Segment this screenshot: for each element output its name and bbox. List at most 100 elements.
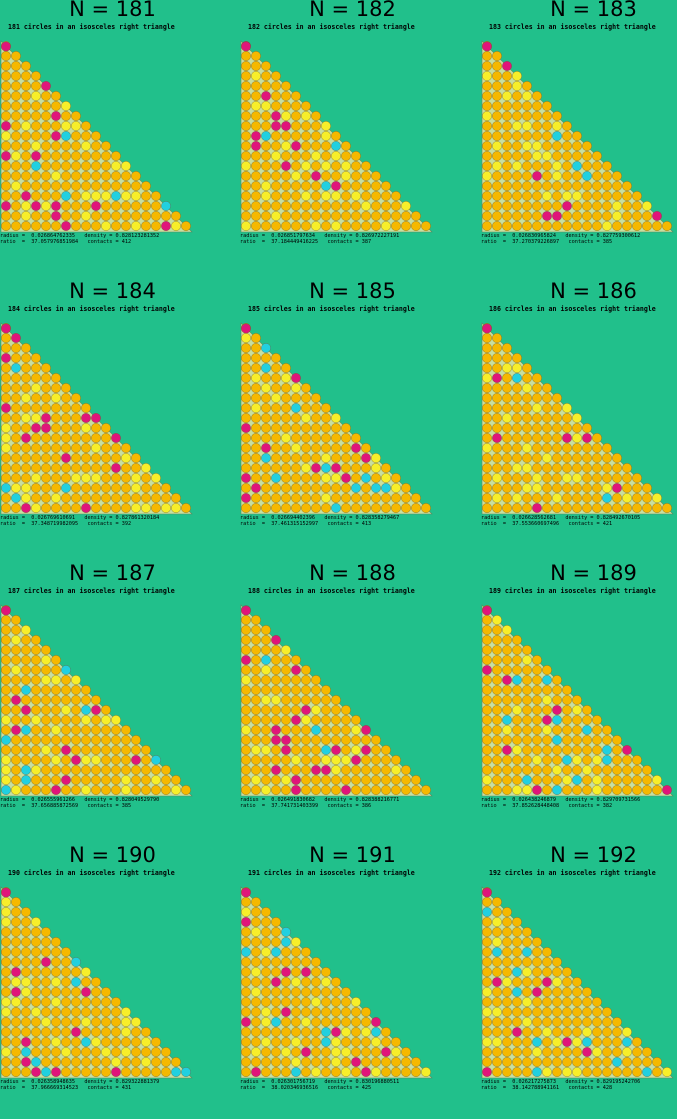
packing-circle xyxy=(542,191,552,201)
packing-circle xyxy=(321,403,331,413)
packing-circle xyxy=(121,745,131,755)
packing-circle xyxy=(512,211,522,221)
packing-circle xyxy=(522,1057,532,1067)
packing-circle xyxy=(91,161,101,171)
packing-circle xyxy=(532,181,542,191)
packing-circle xyxy=(111,433,121,443)
packing-circle xyxy=(261,131,271,141)
packing-circle xyxy=(482,433,492,443)
packing-circle xyxy=(71,745,81,755)
packing-circle xyxy=(482,635,492,645)
packing-circle xyxy=(41,1037,51,1047)
packing-circle xyxy=(482,343,492,353)
packing-circle xyxy=(301,785,311,795)
packing-circle xyxy=(41,685,51,695)
packing-circle xyxy=(562,463,572,473)
packing-circle xyxy=(71,1027,81,1037)
packing-circle xyxy=(512,383,522,393)
packing-circle xyxy=(552,171,562,181)
packing-circle xyxy=(522,987,532,997)
packing-circle xyxy=(31,1007,41,1017)
packing-circle xyxy=(522,403,532,413)
packing-circle xyxy=(21,363,31,373)
packing-circle xyxy=(11,745,21,755)
packing-circle xyxy=(532,463,542,473)
packing-circle xyxy=(311,483,321,493)
packing-circle xyxy=(1,977,11,987)
packing-circle xyxy=(532,483,542,493)
packing-circle xyxy=(532,191,542,201)
packing-circle xyxy=(141,775,151,785)
packing-circle xyxy=(502,151,512,161)
packing-circle xyxy=(662,221,672,231)
packing-circle xyxy=(281,111,291,121)
packing-circle xyxy=(492,493,502,503)
panel-title: N = 186 xyxy=(550,279,637,303)
packing-circle xyxy=(502,423,512,433)
packing-circle xyxy=(71,483,81,493)
packing-circle xyxy=(11,353,21,363)
packing-circle xyxy=(241,655,251,665)
packing-circle xyxy=(71,967,81,977)
packing-circle xyxy=(371,765,381,775)
packing-circle xyxy=(592,715,602,725)
packing-circle xyxy=(552,685,562,695)
packing-circle xyxy=(81,735,91,745)
packing-circle xyxy=(552,1047,562,1057)
packing-circle xyxy=(121,775,131,785)
packing-circle xyxy=(41,131,51,141)
packing-circle xyxy=(261,715,271,725)
packing-circle xyxy=(552,141,562,151)
packing-circle xyxy=(552,755,562,765)
packing-circle xyxy=(361,453,371,463)
packing-circle xyxy=(241,1047,251,1057)
packing-circle xyxy=(261,655,271,665)
packing-circle xyxy=(241,363,251,373)
packing-circle xyxy=(101,715,111,725)
packing-circle xyxy=(582,1047,592,1057)
packing-circle xyxy=(542,141,552,151)
packing-circle xyxy=(652,1057,662,1067)
packing-circle xyxy=(31,1047,41,1057)
packing-circle xyxy=(482,715,492,725)
packing-circle xyxy=(502,453,512,463)
packing-circle xyxy=(81,745,91,755)
packing-circle xyxy=(61,111,71,121)
packing-circle xyxy=(1,897,11,907)
packing-circle xyxy=(71,997,81,1007)
packing-circle xyxy=(562,715,572,725)
packing-circle xyxy=(101,765,111,775)
packing-circle xyxy=(562,141,572,151)
packing-circle xyxy=(31,161,41,171)
packing-circle xyxy=(532,443,542,453)
packing-circle xyxy=(642,1067,652,1077)
packing-circle xyxy=(492,503,502,513)
packing-circle xyxy=(1,81,11,91)
packing-circle xyxy=(532,745,542,755)
packing-circle xyxy=(271,1047,281,1057)
packing-circle xyxy=(131,221,141,231)
packing-circle xyxy=(602,1057,612,1067)
packing-circle xyxy=(381,473,391,483)
packing-circle xyxy=(31,201,41,211)
packing-circle xyxy=(281,191,291,201)
packing-circle xyxy=(61,745,71,755)
packing-circle xyxy=(41,1017,51,1027)
packing-circle xyxy=(71,705,81,715)
packing-circle xyxy=(91,725,101,735)
packing-circle xyxy=(492,383,502,393)
packing-circle xyxy=(502,957,512,967)
packing-circle xyxy=(41,483,51,493)
packing-circle xyxy=(311,453,321,463)
packing-circle xyxy=(41,503,51,513)
packing-circle xyxy=(512,101,522,111)
packing-circle xyxy=(351,1027,361,1037)
packing-circle xyxy=(522,221,532,231)
packing-circle xyxy=(301,765,311,775)
packing-circle xyxy=(532,211,542,221)
packing-circle xyxy=(632,493,642,503)
packing-circle xyxy=(1,937,11,947)
packing-circle xyxy=(271,403,281,413)
packing-circle xyxy=(21,745,31,755)
packing-circle xyxy=(642,775,652,785)
